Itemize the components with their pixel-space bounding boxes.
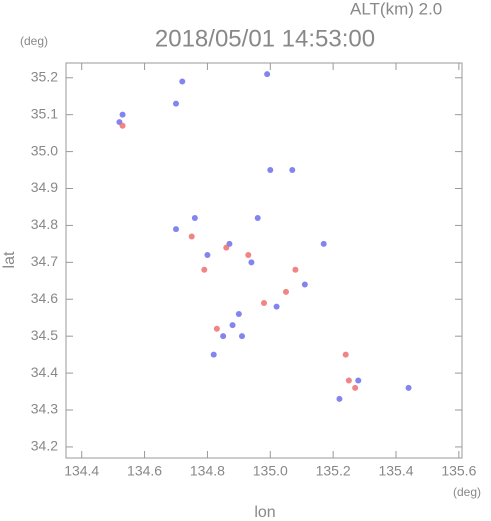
echo-point — [292, 266, 299, 273]
echo-point — [220, 333, 227, 340]
echo-point — [248, 259, 255, 266]
echo-point — [320, 240, 327, 247]
echo-point — [223, 244, 230, 251]
echo-point — [235, 311, 242, 318]
echo-point — [213, 325, 220, 332]
x-tick-label: 134.8 — [190, 463, 225, 479]
x-tick-label: 134.6 — [127, 463, 162, 479]
x-tick-label: 135.6 — [441, 463, 476, 479]
echo-point — [301, 281, 308, 288]
echo-point — [261, 299, 267, 306]
echo-point — [119, 122, 126, 129]
echo-point — [355, 377, 362, 384]
echo-point — [254, 215, 261, 222]
annotation: ALT(km) 2.0 — [350, 0, 442, 18]
y-tick-label: 35.1 — [31, 105, 58, 121]
x-tick-label: 135.4 — [378, 463, 413, 479]
echo-point — [201, 266, 208, 273]
y-tick-label: 34.3 — [31, 401, 58, 417]
x-tick-label: 135.0 — [253, 463, 288, 479]
echo-point — [345, 377, 352, 384]
y-tick-label: 34.9 — [31, 179, 58, 195]
echo-point — [283, 288, 289, 295]
y-tick-label: 35.0 — [31, 142, 58, 158]
echo-point — [289, 167, 296, 174]
echo-point — [191, 215, 198, 222]
chart-title: 2018/05/01 14:53:00 — [155, 25, 375, 52]
echo-point — [239, 333, 245, 340]
x-axis-label: lon — [254, 504, 275, 521]
y-axis-label: lat — [1, 251, 18, 268]
echo-point — [336, 395, 343, 402]
echo-point — [188, 233, 195, 240]
echo-point — [229, 322, 236, 329]
echo-point — [210, 351, 217, 358]
y-tick-label: 34.5 — [31, 327, 58, 343]
echo-point — [264, 71, 271, 78]
x-tick-label: 135.2 — [316, 463, 351, 479]
echo-point — [342, 351, 349, 358]
y-tick-label: 34.6 — [31, 290, 58, 306]
echo-point — [352, 384, 359, 391]
echo-point — [173, 226, 179, 233]
y-tick-label: 34.2 — [31, 438, 58, 454]
echo-point — [204, 251, 211, 258]
plot-frame — [65, 62, 463, 459]
y-tick-label: 34.7 — [31, 253, 58, 269]
echo-point — [173, 100, 179, 107]
y-unit: (deg) — [20, 34, 48, 48]
echo-point — [179, 78, 186, 85]
echo-point — [119, 111, 126, 118]
x-tick-label: 134.4 — [64, 463, 99, 479]
echo-point — [267, 167, 274, 174]
echo-point — [245, 251, 252, 258]
echo-point — [405, 384, 412, 391]
y-tick-label: 34.4 — [31, 364, 58, 380]
echo-point — [273, 303, 280, 310]
y-tick-label: 34.8 — [31, 216, 58, 232]
x-unit: (deg) — [453, 485, 481, 499]
y-tick-label: 35.2 — [31, 68, 58, 84]
